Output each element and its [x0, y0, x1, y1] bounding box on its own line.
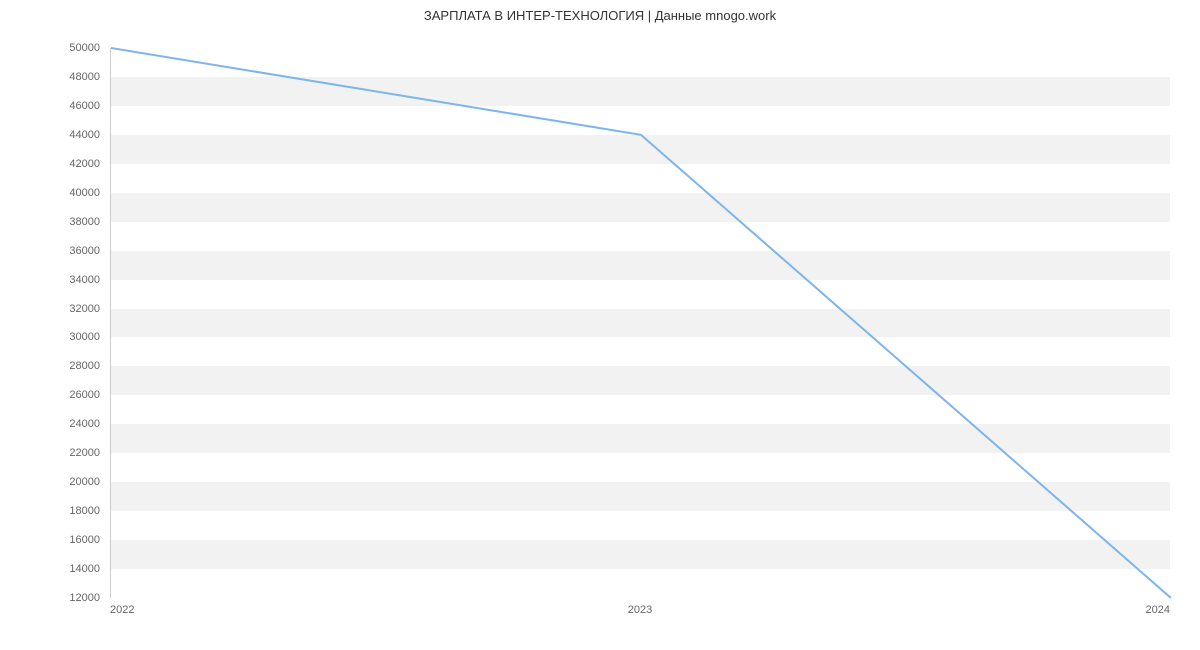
y-tick-label: 26000 [0, 389, 100, 401]
salary-chart: ЗАРПЛАТА В ИНТЕР-ТЕХНОЛОГИЯ | Данные mno… [0, 0, 1200, 650]
series-line-salary [111, 48, 1171, 598]
y-tick-label: 22000 [0, 447, 100, 459]
y-tick-label: 38000 [0, 216, 100, 228]
x-tick-label: 2022 [110, 604, 134, 616]
y-tick-label: 48000 [0, 71, 100, 83]
y-tick-label: 42000 [0, 158, 100, 170]
y-tick-label: 44000 [0, 129, 100, 141]
y-tick-label: 12000 [0, 592, 100, 604]
x-tick-label: 2024 [1146, 604, 1170, 616]
y-tick-label: 14000 [0, 563, 100, 575]
y-tick-label: 46000 [0, 100, 100, 112]
y-tick-label: 32000 [0, 303, 100, 315]
line-layer [111, 48, 1171, 598]
y-tick-label: 30000 [0, 331, 100, 343]
y-tick-label: 18000 [0, 505, 100, 517]
y-tick-label: 20000 [0, 476, 100, 488]
x-tick-label: 2023 [628, 604, 652, 616]
y-tick-label: 50000 [0, 42, 100, 54]
y-tick-label: 36000 [0, 245, 100, 257]
y-tick-label: 24000 [0, 418, 100, 430]
y-tick-label: 16000 [0, 534, 100, 546]
plot-area [110, 48, 1170, 598]
y-tick-label: 28000 [0, 360, 100, 372]
y-tick-label: 34000 [0, 274, 100, 286]
chart-title: ЗАРПЛАТА В ИНТЕР-ТЕХНОЛОГИЯ | Данные mno… [0, 8, 1200, 23]
y-tick-label: 40000 [0, 187, 100, 199]
